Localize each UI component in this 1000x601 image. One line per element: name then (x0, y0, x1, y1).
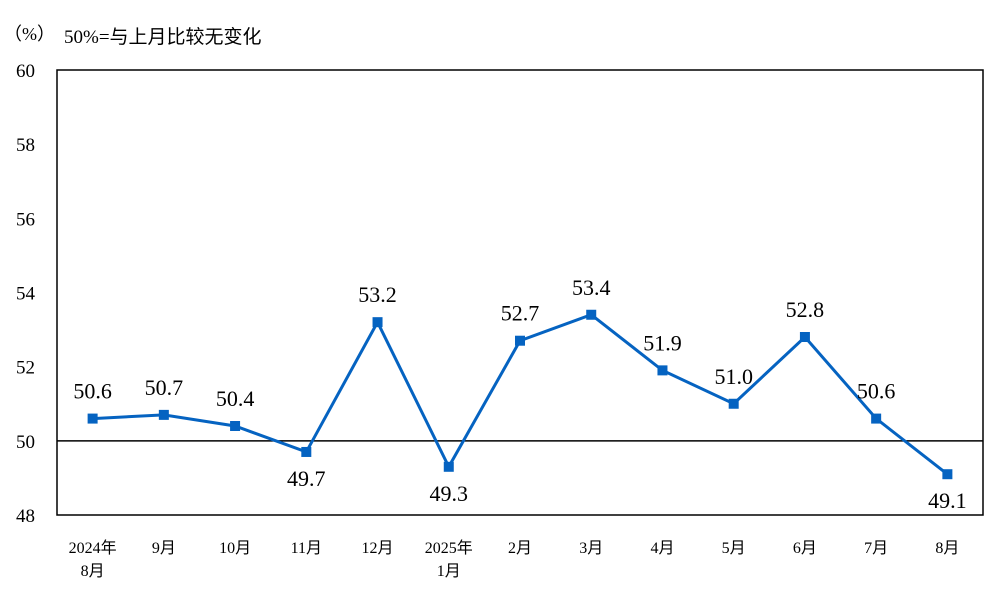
x-tick-label: 2月 (508, 540, 532, 557)
x-tick-label: 4月 (650, 540, 674, 557)
data-label: 52.8 (786, 297, 825, 322)
data-point-marker (87, 413, 98, 424)
data-point-marker (657, 365, 668, 376)
y-tick-label: 58 (16, 135, 35, 156)
y-tick-label: 50 (16, 432, 35, 453)
y-tick-label: 54 (16, 284, 36, 305)
data-label: 49.1 (928, 488, 967, 513)
plot-frame (56, 69, 984, 516)
y-tick-label: 56 (16, 209, 35, 230)
x-tick-label: 12月 (362, 540, 394, 557)
x-tick-label: 2024年 8月 (69, 539, 117, 580)
data-label: 50.6 (857, 379, 896, 404)
y-tick-label: 60 (16, 61, 35, 82)
data-label: 50.6 (73, 379, 112, 404)
x-tick-label: 10月 (219, 540, 251, 557)
unit-label: （%） (4, 24, 55, 44)
x-tick-label: 11月 (291, 540, 322, 557)
data-label: 49.7 (287, 466, 326, 491)
data-point-marker (372, 317, 383, 328)
y-tick-label: 52 (16, 358, 35, 379)
x-tick-label: 6月 (793, 540, 817, 557)
x-tick-label: 9月 (152, 540, 176, 557)
x-tick-label: 7月 (864, 540, 888, 557)
data-point-marker (942, 469, 953, 480)
data-point-marker (301, 446, 312, 457)
data-point-marker (230, 421, 241, 431)
data-point-marker (871, 413, 882, 424)
y-tick-label: 48 (16, 506, 35, 527)
data-label: 53.4 (572, 275, 611, 300)
data-label: 52.7 (501, 301, 540, 326)
data-label: 51.9 (643, 330, 682, 355)
chart-title: 50%=与上月比较无变化 (64, 27, 262, 48)
data-label: 50.4 (216, 386, 255, 411)
x-tick-label: 2025年 1月 (425, 539, 473, 580)
data-label: 50.7 (145, 375, 184, 400)
data-point-marker (158, 409, 169, 420)
data-point-marker (586, 309, 597, 320)
data-point-marker (443, 461, 454, 472)
data-label: 51.0 (714, 364, 753, 389)
data-label: 49.3 (430, 481, 469, 506)
x-tick-label: 3月 (579, 540, 603, 557)
data-point-marker (728, 398, 739, 409)
data-point-marker (515, 335, 525, 346)
data-label: 53.2 (358, 282, 397, 307)
x-tick-label: 8月 (935, 540, 959, 557)
data-point-marker (799, 332, 810, 342)
x-tick-label: 5月 (722, 540, 746, 557)
